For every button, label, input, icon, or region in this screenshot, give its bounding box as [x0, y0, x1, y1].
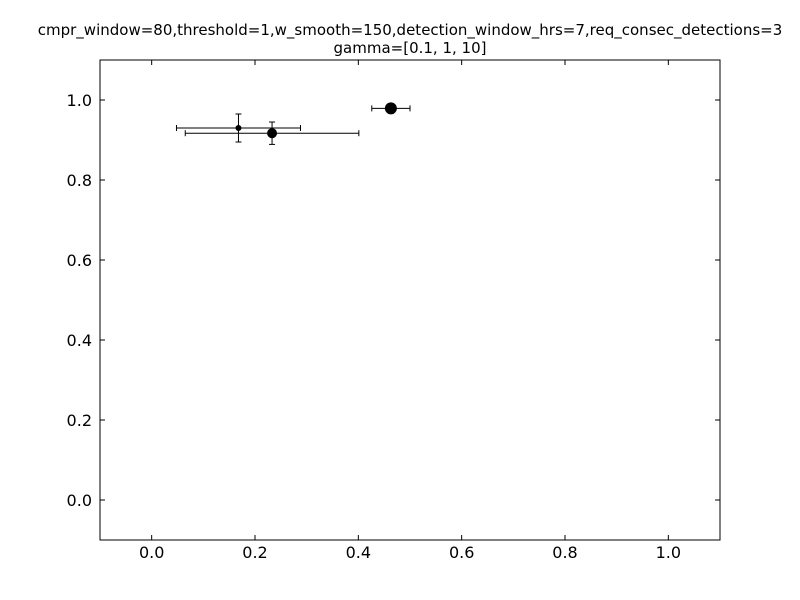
y-tick-label: 0.4 [67, 331, 92, 350]
axis-ticks: 0.0 0.2 0.4 0.6 0.8 1.0 0.0 0.2 0.4 0.6 0.8 1.0 [67, 60, 720, 562]
y-tick-label: 0.6 [67, 251, 92, 270]
x-tick-label: 0.6 [449, 543, 474, 562]
data-points [175, 102, 411, 145]
x-tick-label: 0.2 [242, 543, 267, 562]
point-marker [384, 102, 397, 115]
chart-title-line1: cmpr_window=80,threshold=1,w_smooth=150,… [38, 21, 783, 40]
data-point-gamma-0.1 [175, 113, 301, 143]
y-tick-label: 0.0 [67, 491, 92, 510]
y-tick-label: 1.0 [67, 91, 92, 110]
data-point-gamma-10 [371, 102, 411, 115]
data-point-gamma-1 [184, 121, 360, 145]
x-tick-label: 1.0 [656, 543, 681, 562]
chart-title-line2: gamma=[0.1, 1, 10] [334, 39, 487, 57]
x-tick-label: 0.8 [552, 543, 577, 562]
plot-area-frame [99, 59, 721, 541]
x-tick-label: 0.0 [139, 543, 164, 562]
point-marker [267, 128, 278, 139]
y-tick-label: 0.8 [67, 171, 92, 190]
y-tick-label: 0.2 [67, 411, 92, 430]
point-marker [235, 125, 242, 131]
x-tick-label: 0.4 [346, 543, 371, 562]
